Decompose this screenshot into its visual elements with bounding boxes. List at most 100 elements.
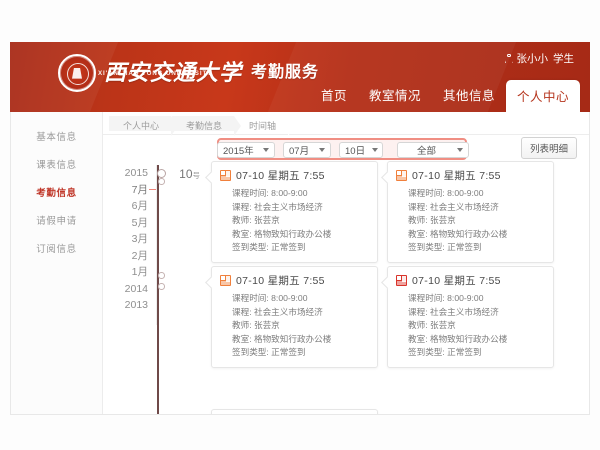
month-rail-item-selected[interactable]: 7月 bbox=[103, 182, 156, 199]
timeline-dot[interactable] bbox=[158, 178, 165, 185]
course-row: 课程: 社会主义市场经济 bbox=[408, 306, 499, 317]
attendance-card-title: 07-10 星期五 7:55 bbox=[412, 275, 501, 287]
breadcrumb: 个人中心 考勤信息 时间轴 bbox=[103, 112, 589, 136]
calendar-icon bbox=[396, 170, 407, 181]
timeline-cards: 07-10 星期五 7:55 课程时间: 8:00-9:00 课程: 社会主义市… bbox=[157, 161, 589, 414]
course-time-row: 课程时间: 8:00-9:00 bbox=[232, 293, 308, 303]
attendance-card[interactable]: 07-10 星期五 7:55 课程时间: 8:00-9:00 课程: 社会主义市… bbox=[387, 161, 554, 263]
month-rail-item[interactable]: 1月 bbox=[131, 266, 148, 278]
user-name: 张小小 bbox=[516, 53, 549, 65]
chevron-down-icon bbox=[263, 148, 269, 152]
month-rail-item[interactable]: 2013 bbox=[124, 299, 148, 311]
day-marker-label: 10号 bbox=[179, 167, 200, 181]
teacher-row: 教师: 张芸京 bbox=[408, 215, 456, 225]
system-name: 考勤服务 bbox=[251, 64, 320, 81]
calendar-icon bbox=[220, 275, 231, 286]
classroom-row: 教室: 格物致知行政办公楼 bbox=[232, 333, 332, 344]
attendance-card[interactable]: 07-10 星期五 7:55 课程时间: 8:00-9:00 课程: 社会主义市… bbox=[211, 266, 378, 368]
month-rail-item[interactable]: 2015 bbox=[124, 167, 148, 179]
attendance-card[interactable]: 07-10 星期五 7:55 课程时间: 8:00-9:00 课程: 社会主义市… bbox=[387, 266, 554, 368]
sidebar-item-attendance-info[interactable]: 考勤信息 bbox=[36, 188, 77, 199]
month-rail: 2015 7月 6月 5月 3月 2月 1月 2014 2013 bbox=[103, 165, 157, 325]
nav-item-other-info[interactable]: 其他信息 bbox=[442, 89, 495, 103]
teacher-row: 教师: 张芸京 bbox=[232, 215, 280, 225]
user-role: 学生 bbox=[553, 53, 574, 65]
user-info[interactable]: 张小小 学生 bbox=[505, 51, 574, 66]
sidebar: 基本信息 课表信息 考勤信息 请假申请 订阅信息 bbox=[11, 112, 103, 414]
month-rail-item[interactable]: 5月 bbox=[131, 216, 148, 229]
timeline-dot[interactable] bbox=[158, 272, 165, 279]
attendance-card-body: 课程时间: 8:00-9:00 课程: 社会主义市场经济 教师: 张芸京 教室:… bbox=[212, 186, 377, 262]
attendance-card-header: 07-10 星期五 7:55 bbox=[212, 162, 377, 186]
attendance-card[interactable]: 07-10 星期五 7:55 课程时间: 8:00-9:00 课程: 社会主义市… bbox=[211, 161, 378, 263]
attendance-card-header: 07-09 星期四 7:55 bbox=[212, 410, 377, 414]
breadcrumb-item-attendance-info[interactable]: 考勤信息 bbox=[172, 115, 242, 136]
course-time-row: 课程时间: 8:00-9:00 bbox=[408, 293, 484, 303]
chevron-down-icon bbox=[372, 148, 379, 152]
month-rail-item[interactable]: 2014 bbox=[124, 282, 148, 295]
course-row: 课程: 社会主义市场经济 bbox=[232, 306, 323, 317]
classroom-row: 教室: 格物致知行政办公楼 bbox=[232, 228, 332, 239]
sidebar-item-basic-info[interactable]: 基本信息 bbox=[36, 132, 77, 143]
scope-select[interactable]: 全部 bbox=[397, 142, 469, 158]
course-row: 课程: 社会主义市场经济 bbox=[232, 201, 323, 212]
month-select-value: 07月 bbox=[289, 146, 310, 157]
attendance-card-header: 07-10 星期五 7:55 bbox=[388, 162, 553, 186]
main-nav: 首页 教室情况 其他信息 个人中心 bbox=[310, 80, 580, 112]
attendance-card-body: 课程时间: 8:00-9:00 课程: 社会主义市场经济 教师: 张芸京 教室:… bbox=[388, 186, 553, 262]
course-time-row: 课程时间: 8:00-9:00 bbox=[232, 188, 308, 198]
course-time-row: 课程时间: 8:00-9:00 bbox=[408, 188, 484, 198]
teacher-row: 教师: 张芸京 bbox=[232, 320, 280, 330]
attendance-card-header: 07-10 星期五 7:55 bbox=[388, 267, 553, 291]
day-select[interactable]: 10日 bbox=[339, 142, 383, 158]
filter-bar: 2015年 07月 10日 全部 列表明细 bbox=[103, 135, 589, 165]
nav-item-personal-center[interactable]: 个人中心 bbox=[505, 80, 580, 112]
attendance-card-title: 07-10 星期五 7:55 bbox=[236, 275, 325, 287]
university-name-en: XI'AN JIAO TONG UNIVERSITY bbox=[98, 70, 213, 77]
sidebar-item-subscription-info[interactable]: 订阅信息 bbox=[36, 244, 77, 255]
breadcrumb-item-personal-center[interactable]: 个人中心 bbox=[109, 115, 179, 136]
month-rail-item[interactable]: 3月 bbox=[131, 233, 148, 245]
timeline-dot[interactable] bbox=[158, 283, 165, 290]
nav-item-home[interactable]: 首页 bbox=[320, 89, 347, 103]
day-select-value: 10日 bbox=[345, 146, 366, 157]
calendar-icon bbox=[396, 275, 407, 286]
timeline-dot[interactable] bbox=[157, 169, 166, 178]
sidebar-item-leave-request[interactable]: 请假申请 bbox=[36, 216, 77, 227]
sidebar-item-schedule-info[interactable]: 课表信息 bbox=[36, 160, 77, 171]
month-rail-item[interactable]: 6月 bbox=[131, 200, 148, 212]
main-panel: 基本信息 课表信息 考勤信息 请假申请 订阅信息 个人中心 考勤信息 时间轴 2… bbox=[10, 112, 590, 415]
teacher-row: 教师: 张芸京 bbox=[408, 320, 456, 330]
attendance-card-body: 课程时间: 8:00-9:00 课程: 社会主义市场经济 教师: 张芸京 教室:… bbox=[388, 291, 553, 367]
content-area: 个人中心 考勤信息 时间轴 2015年 07月 10日 bbox=[103, 112, 589, 414]
sign-type-row: 签到类型: 正常签到 bbox=[408, 347, 482, 357]
user-icon bbox=[505, 53, 514, 64]
timeline: 2015 7月 6月 5月 3月 2月 1月 2014 2013 10号 09号 bbox=[103, 161, 589, 414]
scope-select-value: 全部 bbox=[416, 146, 436, 157]
breadcrumb-item-timeline: 时间轴 bbox=[235, 115, 296, 136]
classroom-row: 教室: 格物致知行政办公楼 bbox=[408, 333, 508, 344]
month-rail-item[interactable]: 2月 bbox=[131, 249, 148, 262]
university-crest-icon bbox=[58, 54, 96, 92]
chevron-down-icon bbox=[319, 148, 325, 152]
timeline-axis-line bbox=[157, 165, 159, 414]
attendance-card-title: 07-10 星期五 7:55 bbox=[412, 170, 501, 182]
chevron-down-icon bbox=[457, 148, 463, 152]
course-row: 课程: 社会主义市场经济 bbox=[408, 201, 499, 212]
list-detail-button[interactable]: 列表明细 bbox=[520, 137, 577, 159]
nav-item-classroom[interactable]: 教室情况 bbox=[368, 89, 421, 103]
classroom-row: 教室: 格物致知行政办公楼 bbox=[408, 228, 508, 239]
sign-type-row: 签到类型: 正常签到 bbox=[408, 242, 482, 252]
calendar-icon bbox=[220, 170, 231, 181]
month-select[interactable]: 07月 bbox=[283, 142, 331, 158]
attendance-card-body: 课程时间: 8:00-9:00 课程: 社会主义市场经济 教师: 张芸京 教室:… bbox=[212, 291, 377, 367]
sign-type-row: 签到类型: 正常签到 bbox=[232, 347, 306, 357]
attendance-card[interactable]: 07-09 星期四 7:55 bbox=[211, 409, 378, 414]
attendance-card-title: 07-10 星期五 7:55 bbox=[236, 170, 325, 182]
site-header: 西安交通大学 考勤服务 XI'AN JIAO TONG UNIVERSITY 张… bbox=[10, 42, 590, 112]
year-select[interactable]: 2015年 bbox=[217, 142, 275, 158]
sign-type-row: 签到类型: 正常签到 bbox=[232, 242, 306, 252]
year-select-value: 2015年 bbox=[223, 146, 254, 157]
university-name-cn: 西安交通大学 bbox=[104, 60, 243, 85]
